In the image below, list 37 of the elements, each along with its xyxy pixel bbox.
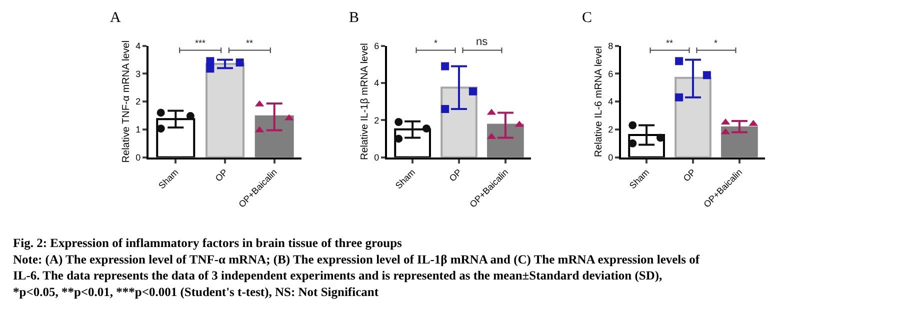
y-tick-label: 1 <box>136 124 141 135</box>
bar <box>721 126 758 158</box>
y-tick-label: 4 <box>374 78 380 88</box>
y-tick-label: 2 <box>374 115 380 126</box>
annotation: ns <box>476 36 488 48</box>
x-tick-label: OP <box>681 167 698 184</box>
y-tick-label: 4 <box>136 40 141 51</box>
y-tick-label: 0 <box>136 152 141 162</box>
chart-title: B <box>349 10 360 26</box>
x-tick-label: OP <box>213 167 230 184</box>
bar <box>254 115 294 158</box>
bar <box>674 76 712 158</box>
y-tick-label: 6 <box>374 40 380 51</box>
y-tick-label: 3 <box>136 68 141 79</box>
annotation: * <box>434 38 438 48</box>
y-tick-label: 0 <box>608 152 614 162</box>
x-tick-label: OP <box>447 167 464 184</box>
text: Fig. 2: Expression of inflammatory factors in brain tissue of three groups <box>13 236 402 250</box>
chart-title: A <box>110 10 121 26</box>
bar <box>440 86 478 158</box>
bar <box>487 124 524 158</box>
y-tick-label: 0 <box>374 152 380 162</box>
y-tick-label: 2 <box>136 96 141 107</box>
y-tick-label: 8 <box>608 40 614 51</box>
y-axis-title: Relative IL-6 mRNA level <box>594 46 605 158</box>
y-tick-label: 2 <box>608 124 614 135</box>
y-tick-label: 6 <box>608 68 614 79</box>
y-axis-title: Relative TNF-α mRNA level <box>121 40 132 163</box>
y-axis-title: Relative IL-1β mRNA level <box>360 43 371 160</box>
y-tick-label: 4 <box>608 96 614 107</box>
annotation: ** <box>666 38 674 48</box>
text: Note: (A) The expression level of TNF-α mRNA; (B) The expression level of IL-1β mRNA and (C) The mRNA expression levels of IL-6. The data represents the data of 3 independent experiments and is represented as the mean±Standard deviation (SD), *p<0.05, **p<0.01, ***p<0.001 (Student's t-test), NS: Not Significant <box>13 252 700 299</box>
bar <box>205 62 245 158</box>
chart-title: C <box>582 10 592 26</box>
annotation: ** <box>246 38 254 48</box>
annotation: *** <box>195 38 206 48</box>
annotation: * <box>714 38 718 48</box>
